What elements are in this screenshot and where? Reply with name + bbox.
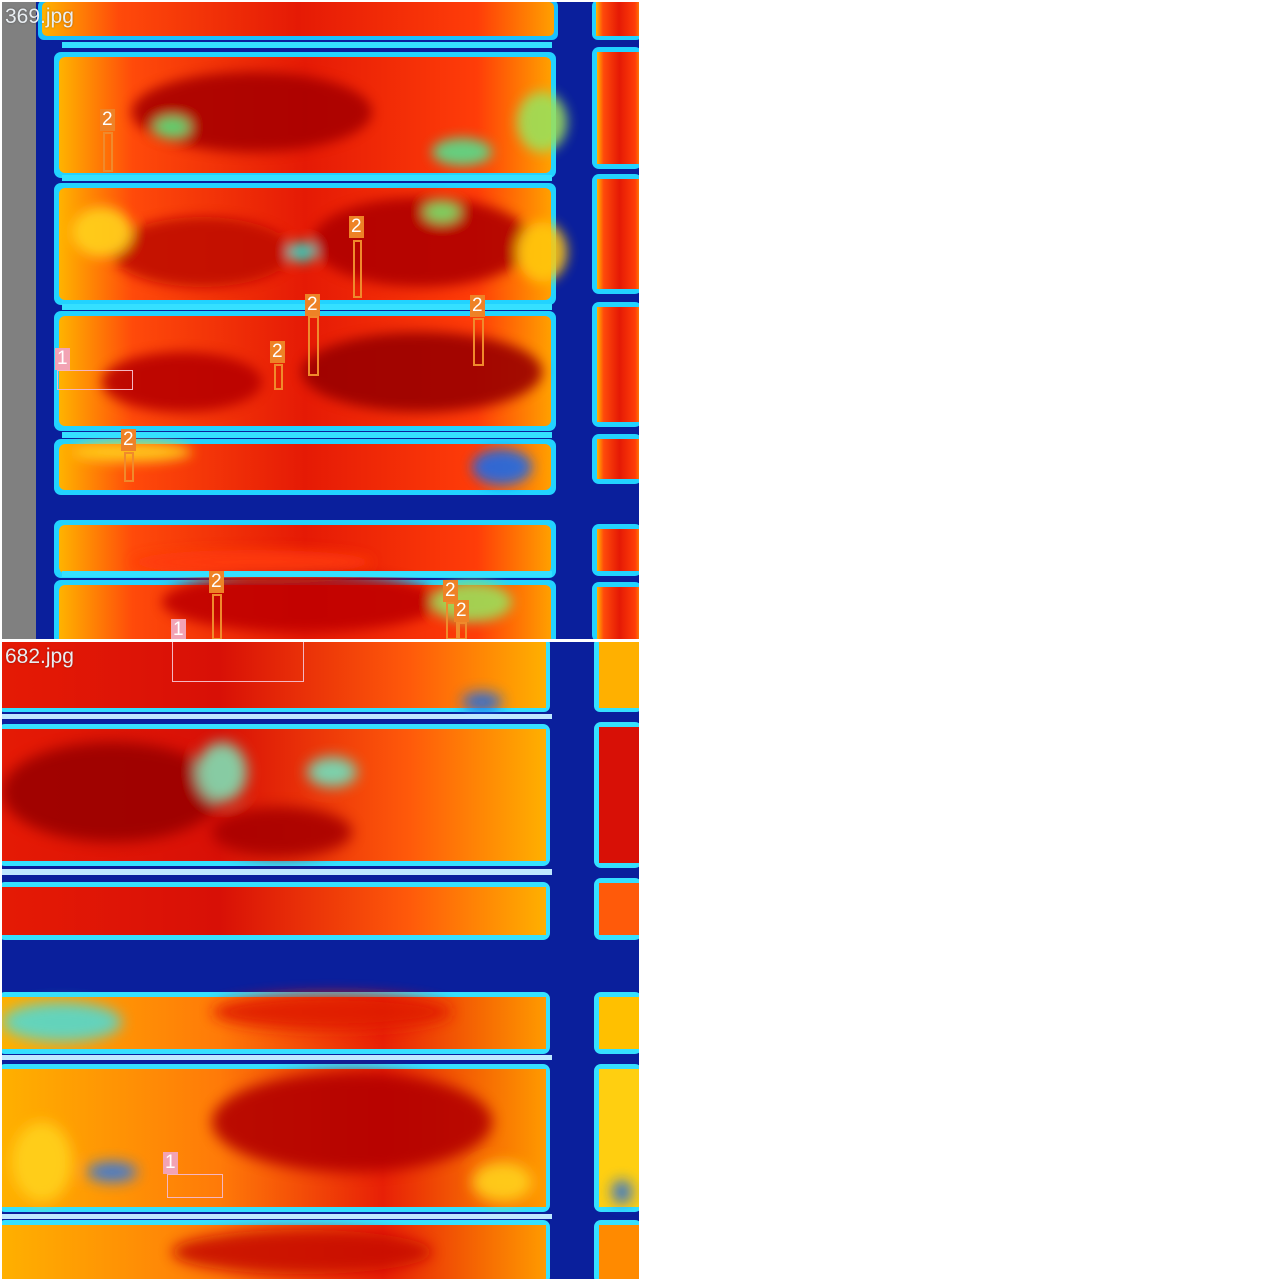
thermal-image-369: 369.jpg 2 2 2 2 2 1 2 2 2 2 1 [2, 2, 639, 639]
detection-box[interactable] [57, 370, 133, 390]
detection-box[interactable] [124, 452, 134, 482]
hotspot-texture [72, 72, 567, 632]
cell-column-right [592, 2, 639, 639]
busbar-connectors [2, 714, 552, 1219]
detection-label: 2 [454, 600, 469, 622]
detection-label: 2 [270, 341, 285, 363]
detection-box[interactable] [458, 622, 467, 639]
hotspot-texture [2, 692, 632, 1274]
detection-box[interactable] [353, 240, 362, 298]
detection-label: 2 [349, 216, 364, 238]
detection-box[interactable] [274, 364, 283, 390]
thermal-image-682: 682.jpg 1 [2, 642, 639, 1279]
detection-label: 1 [55, 348, 70, 370]
detection-label: 2 [305, 294, 320, 316]
image-filename: 369.jpg [5, 5, 74, 28]
thermal-heatmap-369 [2, 2, 639, 639]
detection-box[interactable] [308, 316, 319, 376]
cell-column-right [594, 642, 639, 1279]
detection-label: 2 [443, 580, 458, 602]
detection-box[interactable] [167, 1174, 223, 1198]
detection-box[interactable] [212, 594, 222, 639]
thermal-heatmap-682 [2, 642, 639, 1279]
cell-row-1 [2, 642, 550, 712]
detection-label: 2 [121, 429, 136, 451]
image-filename: 682.jpg [5, 645, 74, 668]
cell-row-3 [2, 882, 550, 940]
detection-box[interactable] [103, 132, 113, 172]
cell-row-1 [38, 2, 558, 40]
detection-label: 2 [209, 571, 224, 593]
detection-box[interactable] [172, 642, 304, 682]
detection-label: 1 [163, 1152, 178, 1174]
detection-label: 2 [470, 295, 485, 317]
detection-box[interactable] [473, 318, 484, 366]
detection-label: 1 [171, 619, 186, 639]
grey-margin [2, 2, 36, 639]
detection-label: 2 [100, 109, 115, 131]
